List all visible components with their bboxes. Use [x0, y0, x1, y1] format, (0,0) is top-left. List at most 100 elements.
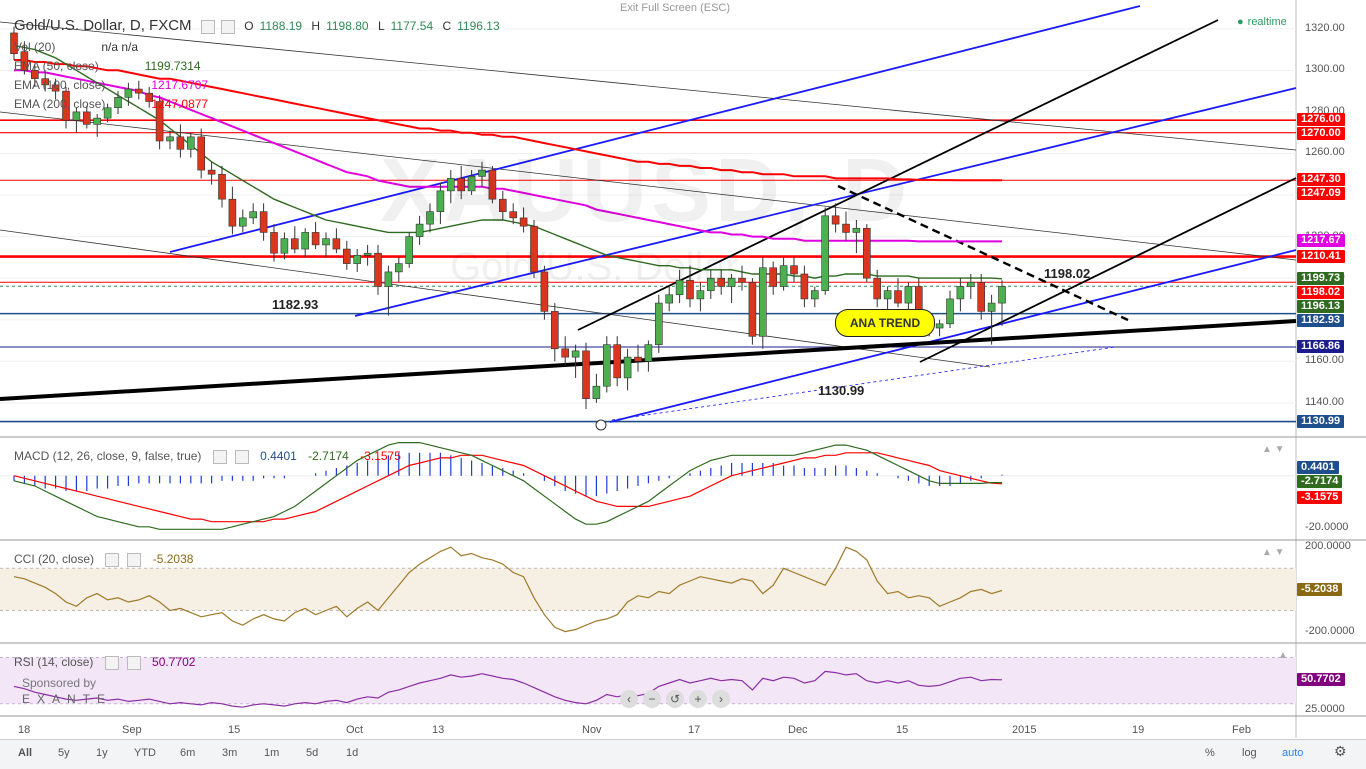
macd-tag: -3.1575 — [1297, 491, 1343, 504]
name-watermark: Gold/U.S. Dollar — [450, 245, 739, 289]
range-button-1d[interactable]: 1d — [346, 747, 359, 759]
candle-body — [540, 271, 549, 312]
zoom-in-icon[interactable]: + — [689, 690, 707, 708]
range-button-3m[interactable]: 3m — [222, 747, 238, 759]
candle — [727, 273, 736, 304]
scale-button-auto[interactable]: auto — [1282, 747, 1304, 759]
trend-line — [0, 229, 991, 368]
cci-pane-controls[interactable]: ▲ ▼ — [1262, 547, 1285, 558]
candle — [342, 240, 351, 270]
macd-close-icon[interactable] — [234, 449, 249, 464]
range-button-5y[interactable]: 5y — [58, 747, 70, 759]
candle-body — [883, 290, 892, 300]
price-tag: 1196.13 — [1297, 299, 1345, 313]
range-button-all[interactable]: All — [18, 747, 33, 759]
candle — [665, 286, 674, 312]
candle-body — [561, 348, 570, 358]
range-button-1m[interactable]: 1m — [264, 747, 280, 759]
trend-line — [919, 177, 1297, 363]
ohlc-close-label: C — [442, 19, 452, 33]
candle-body — [446, 178, 455, 192]
candle — [675, 269, 684, 304]
close-icon[interactable] — [220, 19, 235, 34]
candle-body — [207, 169, 216, 175]
ema200-line — [14, 59, 1002, 182]
price-tag: 1270.00 — [1297, 127, 1345, 141]
candle — [166, 130, 174, 150]
time-tick-label: 15 — [228, 724, 241, 736]
symbol-watermark: XAUUSD, D — [380, 141, 912, 241]
rsi-legend-label: RSI (14, close) — [14, 655, 94, 669]
candle-body — [686, 279, 694, 300]
settings-icon[interactable] — [200, 19, 215, 34]
candle — [571, 344, 580, 378]
range-button-1y[interactable]: 1y — [96, 747, 108, 759]
scale-button-percent[interactable]: % — [1205, 747, 1215, 759]
candle — [758, 257, 767, 349]
macd-pane-controls[interactable]: ▲ ▼ — [1262, 444, 1285, 455]
gear-icon[interactable]: ⚙ — [1334, 743, 1347, 759]
candle — [239, 209, 247, 233]
scroll-left-icon[interactable]: ‹ — [620, 690, 638, 708]
candle — [550, 303, 559, 362]
candle — [904, 282, 913, 312]
candle-body — [62, 90, 70, 121]
candle — [592, 373, 601, 403]
navigation-controls[interactable]: ‹ − ↺ + › — [620, 690, 735, 708]
candle-body — [394, 263, 403, 273]
candle-body — [353, 254, 362, 264]
candle-body — [571, 350, 580, 358]
candle — [322, 232, 330, 258]
ohlc-high: 1198.80 — [326, 19, 369, 33]
candle — [155, 95, 164, 150]
macd-tick-label: -20.0000 — [1305, 520, 1349, 533]
symbol-legend: Gold/U.S. Dollar, D, FXCM O 1188.19 H 1198… — [14, 17, 506, 34]
rsi-close-icon[interactable] — [126, 655, 141, 670]
reset-icon[interactable]: ↺ — [666, 690, 684, 708]
candle-body — [821, 215, 830, 291]
exit-fullscreen-button[interactable]: Exit Full Screen (ESC) — [620, 2, 731, 14]
candle — [519, 207, 528, 233]
trend-line — [354, 87, 1297, 317]
candle — [717, 269, 726, 295]
candle-body — [218, 173, 226, 200]
candle-body — [852, 227, 861, 233]
scroll-right-icon[interactable]: › — [712, 690, 730, 708]
macd-settings-icon[interactable] — [212, 449, 227, 464]
candle-body — [20, 51, 29, 71]
candle — [20, 41, 29, 75]
time-tick-label: 18 — [18, 724, 31, 736]
candle-body — [41, 78, 50, 86]
time-tick-label: Sep — [122, 724, 142, 736]
trend-line — [609, 249, 1297, 423]
scale-button-log[interactable]: log — [1242, 747, 1257, 759]
candle-body — [176, 136, 185, 150]
macd-tag: -2.7174 — [1297, 475, 1343, 488]
trend-line — [611, 346, 1116, 421]
rsi-pane-controls[interactable]: ▲ — [1278, 650, 1288, 661]
cci-tick-label: -200.0000 — [1305, 624, 1355, 637]
candle-body — [145, 92, 153, 102]
candle-body — [249, 211, 257, 219]
sponsor-block[interactable]: Sponsored by EXANTE — [22, 676, 112, 706]
candle — [228, 186, 237, 235]
range-button-6m[interactable]: 6m — [180, 747, 196, 759]
indicator-legend-row: EMA (200, close) 1247.0877 — [14, 97, 214, 111]
zoom-out-icon[interactable]: − — [643, 690, 661, 708]
cci-close-icon[interactable] — [127, 552, 142, 567]
candle-body — [842, 223, 850, 233]
range-button-ytd[interactable]: YTD — [134, 747, 156, 759]
rsi-settings-icon[interactable] — [104, 655, 119, 670]
range-button-5d[interactable]: 5d — [306, 747, 319, 759]
cci-settings-icon[interactable] — [105, 552, 120, 567]
symbol-title: Gold/U.S. Dollar, D, FXCM — [14, 17, 192, 34]
candle — [301, 228, 310, 258]
candle-body — [384, 271, 393, 287]
candle — [394, 257, 403, 283]
price-tag: 1166.86 — [1297, 340, 1345, 353]
candle — [218, 165, 226, 208]
candle-body — [114, 97, 122, 109]
indicator-name: Vol (20) — [14, 40, 56, 54]
candle-body — [155, 101, 164, 142]
